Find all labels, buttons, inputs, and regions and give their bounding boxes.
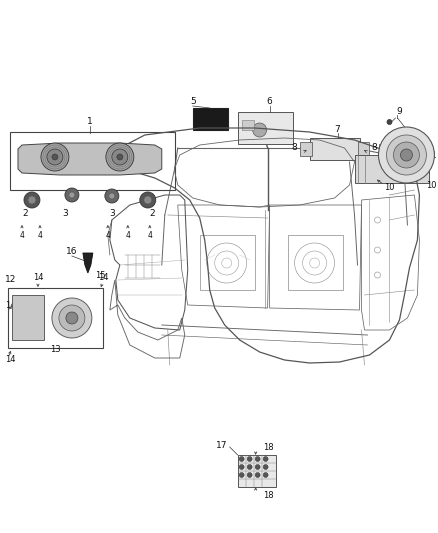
Circle shape: [263, 472, 268, 478]
Circle shape: [239, 464, 244, 470]
Text: 18: 18: [263, 442, 273, 451]
Bar: [238, 455, 276, 487]
Text: 4: 4: [20, 230, 25, 239]
Text: 16: 16: [66, 247, 78, 256]
Circle shape: [255, 456, 260, 462]
Circle shape: [59, 305, 85, 331]
Circle shape: [41, 143, 69, 171]
Text: 8: 8: [371, 143, 378, 152]
Bar: [8, 288, 103, 348]
Polygon shape: [83, 253, 93, 273]
Text: 14: 14: [5, 301, 15, 310]
Bar: [14, 328, 26, 336]
Text: 12: 12: [5, 276, 16, 285]
Text: 6: 6: [267, 98, 272, 107]
Circle shape: [24, 192, 40, 208]
Bar: [420, 144, 431, 152]
Bar: [14, 300, 26, 308]
Circle shape: [247, 472, 252, 478]
Circle shape: [140, 192, 156, 208]
Text: 4: 4: [125, 230, 130, 239]
Circle shape: [117, 154, 123, 160]
Circle shape: [65, 188, 79, 202]
Circle shape: [69, 192, 75, 198]
Circle shape: [47, 149, 63, 165]
Circle shape: [263, 464, 268, 470]
Circle shape: [239, 472, 244, 478]
Circle shape: [255, 472, 260, 478]
Circle shape: [105, 189, 119, 203]
Text: 8: 8: [292, 143, 297, 152]
Bar: [357, 142, 370, 156]
Circle shape: [112, 149, 128, 165]
Bar: [379, 144, 392, 152]
Text: 14: 14: [33, 273, 43, 282]
Text: 4: 4: [106, 230, 110, 239]
Bar: [238, 112, 293, 144]
Circle shape: [247, 464, 252, 470]
Circle shape: [239, 456, 244, 462]
Circle shape: [106, 143, 134, 171]
Text: 10: 10: [426, 181, 437, 190]
Text: 3: 3: [109, 209, 115, 219]
Bar: [354, 155, 429, 183]
Text: 14: 14: [5, 356, 15, 365]
Text: 11: 11: [426, 150, 437, 159]
Bar: [300, 142, 311, 156]
Circle shape: [253, 123, 267, 137]
Circle shape: [144, 196, 152, 204]
Text: 2: 2: [22, 209, 28, 219]
Text: 7: 7: [335, 125, 340, 134]
Polygon shape: [18, 143, 162, 175]
Circle shape: [378, 127, 434, 183]
Circle shape: [263, 456, 268, 462]
Bar: [242, 120, 254, 130]
Text: 18: 18: [263, 490, 273, 499]
Bar: [193, 108, 228, 130]
Text: 2: 2: [149, 209, 155, 219]
Text: 9: 9: [396, 108, 403, 117]
Circle shape: [386, 135, 427, 175]
Bar: [288, 235, 343, 290]
Text: 13: 13: [49, 345, 60, 354]
Bar: [10, 132, 175, 190]
Text: 5: 5: [190, 98, 196, 107]
Circle shape: [393, 142, 420, 168]
Bar: [14, 315, 26, 323]
Text: 4: 4: [147, 230, 152, 239]
Text: 10: 10: [385, 183, 395, 192]
Text: 4: 4: [38, 230, 42, 239]
Circle shape: [28, 196, 36, 204]
Circle shape: [52, 298, 92, 338]
Circle shape: [400, 149, 413, 161]
Text: 1: 1: [87, 117, 93, 126]
Bar: [200, 235, 254, 290]
Text: 3: 3: [62, 209, 68, 219]
Circle shape: [247, 456, 252, 462]
Circle shape: [255, 464, 260, 470]
Text: 15: 15: [95, 271, 106, 279]
Circle shape: [405, 127, 410, 133]
Text: 14: 14: [98, 273, 108, 282]
Circle shape: [109, 193, 115, 199]
Bar: [12, 295, 44, 340]
Text: 17: 17: [216, 440, 228, 449]
Circle shape: [66, 312, 78, 324]
Circle shape: [387, 119, 392, 125]
Bar: [310, 138, 360, 160]
Circle shape: [52, 154, 58, 160]
